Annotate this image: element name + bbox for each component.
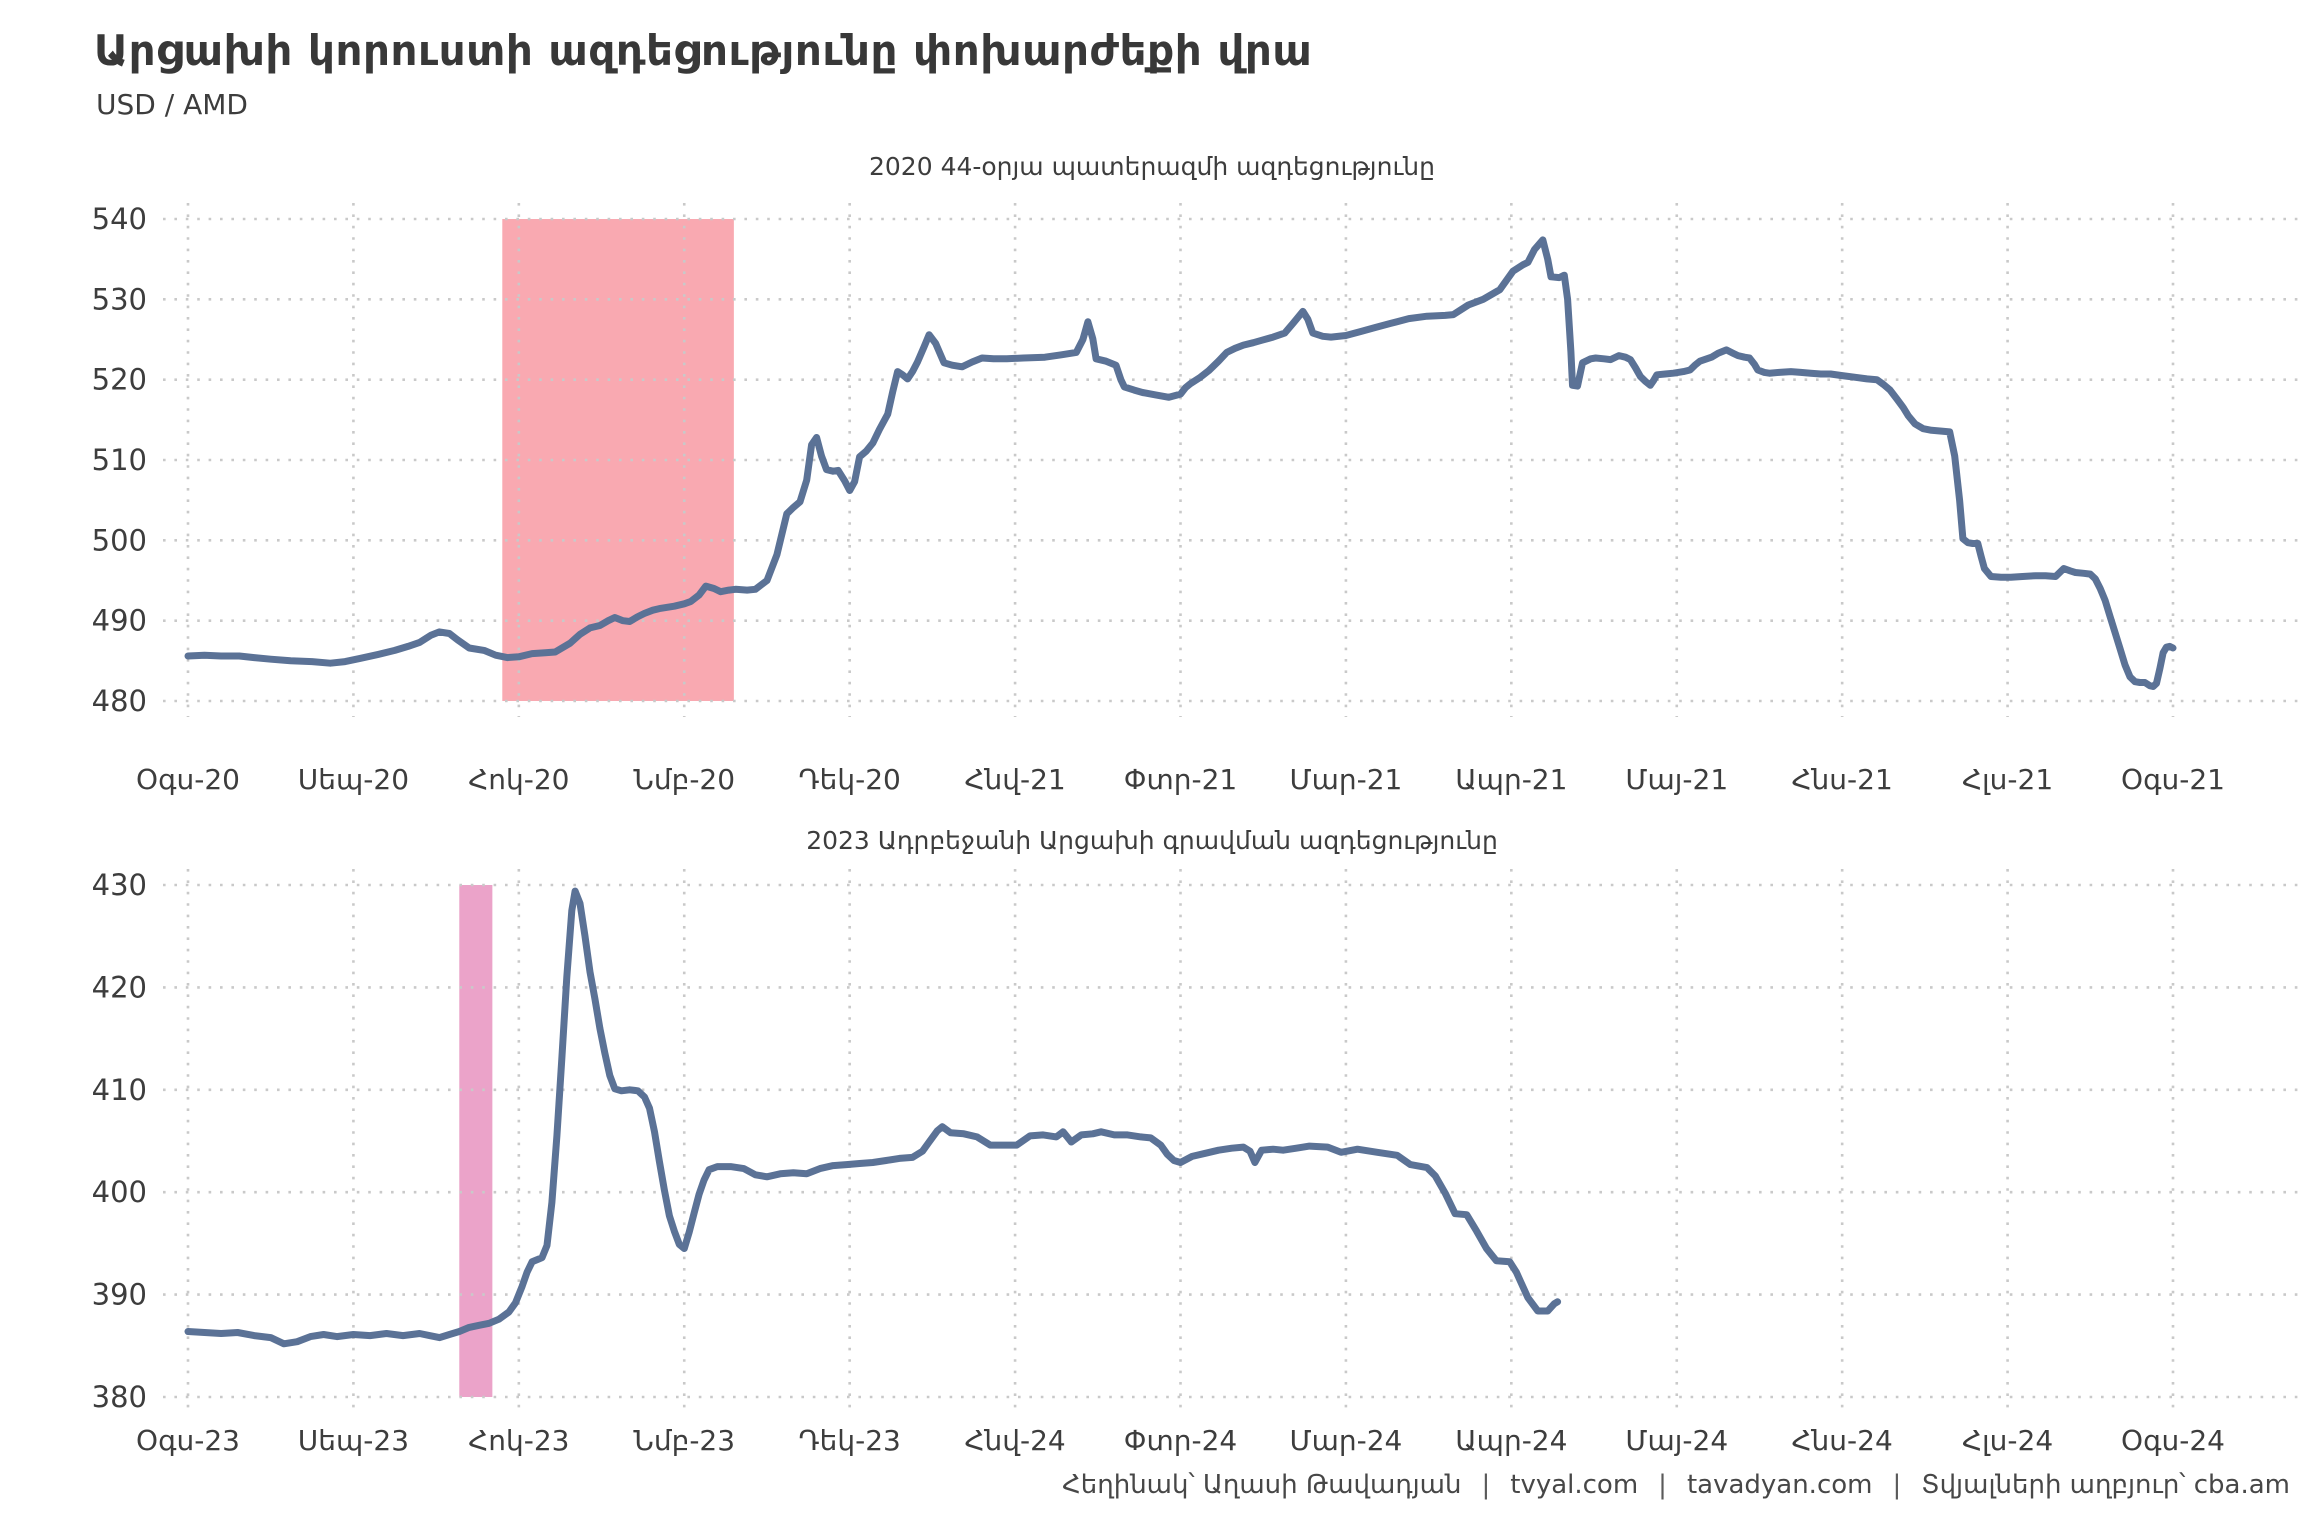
chart-2020: 480 490 500 510 520 530 540 Օգս-20 Սեպ-20 Հոկ-20 Ն… (92, 202, 2299, 796)
x-tick-label: Մայ-21 (1625, 763, 1728, 796)
y-tick-label: 540 (92, 202, 147, 236)
x-tick-label: Նմբ-23 (633, 1424, 735, 1457)
x-tick-label: Փտր-24 (1124, 1424, 1237, 1457)
y-tick-label: 430 (92, 868, 147, 902)
x-tick-label: Նմբ-20 (633, 763, 735, 796)
capture-period-2023 (459, 885, 493, 1397)
x-tick-label: Օգս-21 (2121, 763, 2225, 796)
x-tick-label: Սեպ-23 (298, 1424, 409, 1457)
y-tick-label: 490 (92, 604, 147, 638)
x-tick-label: Օգս-23 (136, 1424, 240, 1457)
page-subtitle: USD / AMD (96, 88, 248, 121)
site-link-tvyal: tvyal.com (1510, 1470, 1639, 1500)
y-tick-label: 400 (92, 1175, 147, 1209)
y-tick-label: 420 (92, 970, 147, 1004)
x-tick-label: Հնս-21 (1792, 763, 1893, 796)
x-tick-label: Սեպ-20 (298, 763, 409, 796)
x-tick-label: Մար-21 (1289, 763, 1402, 796)
x-tick-label: Օգս-24 (2121, 1424, 2225, 1457)
separator: | (1892, 1470, 1902, 1500)
x-tick-label: Ապր-24 (1455, 1424, 1567, 1457)
separator: | (1658, 1470, 1667, 1500)
chart-2023: 380 390 400 410 420 430 Օգս-23 Սեպ-23 Հոկ-23 Նմբ-… (92, 868, 2299, 1457)
y-tick-label: 410 (92, 1073, 147, 1107)
separator: | (1481, 1470, 1491, 1500)
author-credit: Հեղինակ՝ Աղասի Թավադյան (1062, 1470, 1462, 1500)
site-link-tavadyan: tavadyan.com (1686, 1470, 1873, 1500)
x-tick-label: Օգս-20 (136, 763, 240, 796)
chart-2023-title: 2023 Ադրբեջանի Արցախի գրավման ազդեցությո… (806, 826, 1498, 855)
data-source-credit: Տվյալների աղբյուր՝ cba.am (1921, 1470, 2290, 1500)
x-tick-label: Հոկ-23 (468, 1424, 569, 1457)
x-tick-label: Հնս-24 (1792, 1424, 1893, 1457)
x-tick-label: Մար-24 (1289, 1424, 1402, 1457)
y-tick-label: 510 (92, 443, 147, 477)
x-tick-label: Փտր-21 (1124, 763, 1237, 796)
usd-amd-line-2020 (184, 236, 2177, 690)
y-tick-label: 500 (92, 523, 147, 557)
x-tick-label: Հնվ-21 (964, 763, 1065, 796)
y-tick-label: 390 (92, 1278, 147, 1312)
y-tick-label: 520 (92, 363, 147, 397)
x-tick-label: Հլս-24 (1962, 1424, 2053, 1457)
y-tick-label: 480 (92, 684, 147, 718)
x-tick-label: Հոկ-20 (468, 763, 569, 796)
x-tick-label: Մայ-24 (1625, 1424, 1728, 1457)
y-tick-label: 530 (92, 282, 147, 316)
y-tick-label: 380 (92, 1380, 147, 1414)
x-tick-label: Դեկ-23 (799, 1424, 901, 1457)
usd-amd-line-2023 (184, 887, 1562, 1348)
credits-footer: Հեղինակ՝ Աղասի Թավադյան | tvyal.com | ta… (1062, 1470, 2290, 1500)
x-tick-label: Դեկ-20 (799, 763, 901, 796)
x-tick-label: Ապր-21 (1455, 763, 1567, 796)
chart-2020-title: 2020 44-օրյա պատերազմի ազդեցությունը (869, 152, 1435, 181)
x-tick-label: Հնվ-24 (964, 1424, 1065, 1457)
x-tick-label: Հլս-21 (1962, 763, 2053, 796)
page-title: Արցախի կորուստի ազդեցությունը փոխարժեքի … (94, 26, 1313, 75)
